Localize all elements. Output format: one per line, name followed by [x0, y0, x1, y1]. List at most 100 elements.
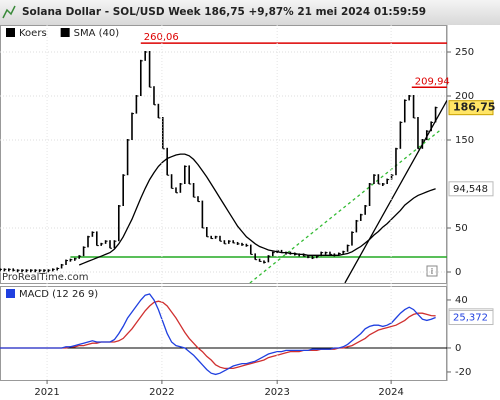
y-tick-label: 150 — [455, 135, 474, 146]
price-bar — [179, 183, 182, 193]
price-bar — [170, 174, 173, 189]
price-bar — [412, 95, 415, 119]
price-bar — [135, 95, 138, 114]
price-bar — [183, 165, 186, 185]
last-value-box — [448, 310, 494, 326]
price-bar — [329, 251, 331, 255]
legend-swatch — [6, 289, 15, 298]
y-tick-label: 0 — [455, 267, 461, 278]
price-bar — [126, 139, 129, 176]
price-bar — [267, 255, 270, 263]
price-bar — [223, 240, 226, 244]
series-line — [0, 293, 436, 376]
price-bar — [60, 263, 63, 269]
series-line — [78, 153, 436, 266]
price-bar — [139, 59, 142, 97]
price-bar — [82, 246, 85, 257]
last-value-label: 25,372 — [453, 313, 488, 324]
price-bar — [95, 231, 98, 246]
price-bar — [232, 240, 234, 244]
x-tick-label: 2022 — [149, 387, 174, 398]
price-bar — [249, 244, 252, 255]
price-bar — [320, 251, 322, 257]
price-bar — [355, 219, 358, 233]
price-bar — [201, 200, 204, 229]
price-bar — [425, 130, 428, 141]
y-tick-label: 200 — [455, 91, 474, 102]
price-bar — [197, 196, 199, 202]
y-tick-label: 250 — [455, 47, 474, 58]
price-bar — [351, 231, 353, 246]
price-bar — [399, 121, 402, 149]
price-bar — [315, 255, 318, 259]
price-bar — [161, 117, 164, 149]
header — [0, 0, 500, 25]
price-bar — [377, 174, 380, 185]
price-bar — [188, 165, 190, 185]
legend-label: Koers — [19, 28, 47, 39]
price-bar — [280, 249, 283, 253]
header-title: Solana Dollar - SOL/USD Week 186,75 +9,8… — [22, 6, 426, 18]
price-bar — [258, 258, 261, 262]
header-icon — [2, 5, 16, 19]
legend-swatch — [6, 28, 15, 37]
price-bar — [38, 269, 41, 273]
price-bar — [417, 117, 419, 149]
price-bar — [390, 174, 393, 180]
x-tick-label: 2024 — [378, 387, 403, 398]
price-bar — [346, 244, 349, 252]
price-bar — [78, 255, 80, 259]
price-bar — [210, 235, 212, 239]
price-bar — [205, 227, 208, 237]
price-bar — [430, 121, 432, 132]
price-panel — [0, 25, 447, 284]
price-bar — [395, 147, 397, 176]
plot-area — [0, 42, 447, 283]
level-label: 209,94 — [415, 76, 450, 87]
legend-swatch — [60, 28, 70, 37]
info-icon[interactable] — [426, 265, 438, 277]
price-bar — [65, 259, 67, 265]
price-bar — [87, 235, 89, 248]
series-line — [0, 300, 436, 370]
info-icon-text: i — [431, 267, 433, 276]
price-bar — [421, 139, 424, 149]
price-bar — [104, 240, 107, 244]
trend-line — [249, 129, 441, 283]
price-bar — [91, 231, 94, 237]
trend-line — [344, 100, 447, 283]
price-bar — [25, 269, 28, 273]
level-label: 260,06 — [144, 32, 179, 43]
price-bar — [192, 183, 195, 198]
price-bar — [109, 240, 111, 249]
price-bar — [386, 178, 388, 185]
price-bar — [373, 174, 375, 185]
x-tick-label: 2021 — [34, 387, 59, 398]
price-bar — [131, 112, 133, 141]
price-bar — [153, 86, 155, 105]
price-bar — [434, 106, 437, 123]
y-tick-label: 50 — [455, 223, 468, 234]
y-tick-label: 0 — [455, 343, 461, 354]
watermark: ProRealTime.com — [2, 272, 88, 283]
y-tick-label: -20 — [455, 367, 471, 378]
price-bar — [368, 183, 371, 207]
price-bar — [166, 147, 168, 176]
legend-label: SMA (40) — [74, 28, 120, 39]
y-tick-label: 40 — [455, 295, 468, 306]
price-bar — [408, 95, 410, 101]
price-bar — [144, 51, 146, 61]
price-bar — [403, 99, 406, 123]
price-bar — [254, 253, 256, 260]
price-bar — [219, 235, 221, 242]
last-value-label: 186,75 — [453, 101, 495, 114]
price-bar — [157, 103, 160, 119]
price-bar — [122, 174, 124, 207]
price-bar — [359, 213, 362, 221]
price-bar — [227, 240, 230, 244]
plot-area — [0, 293, 447, 376]
macd-panel — [0, 286, 447, 381]
price-bar — [364, 205, 366, 215]
last-value-label: 94,548 — [453, 184, 488, 195]
